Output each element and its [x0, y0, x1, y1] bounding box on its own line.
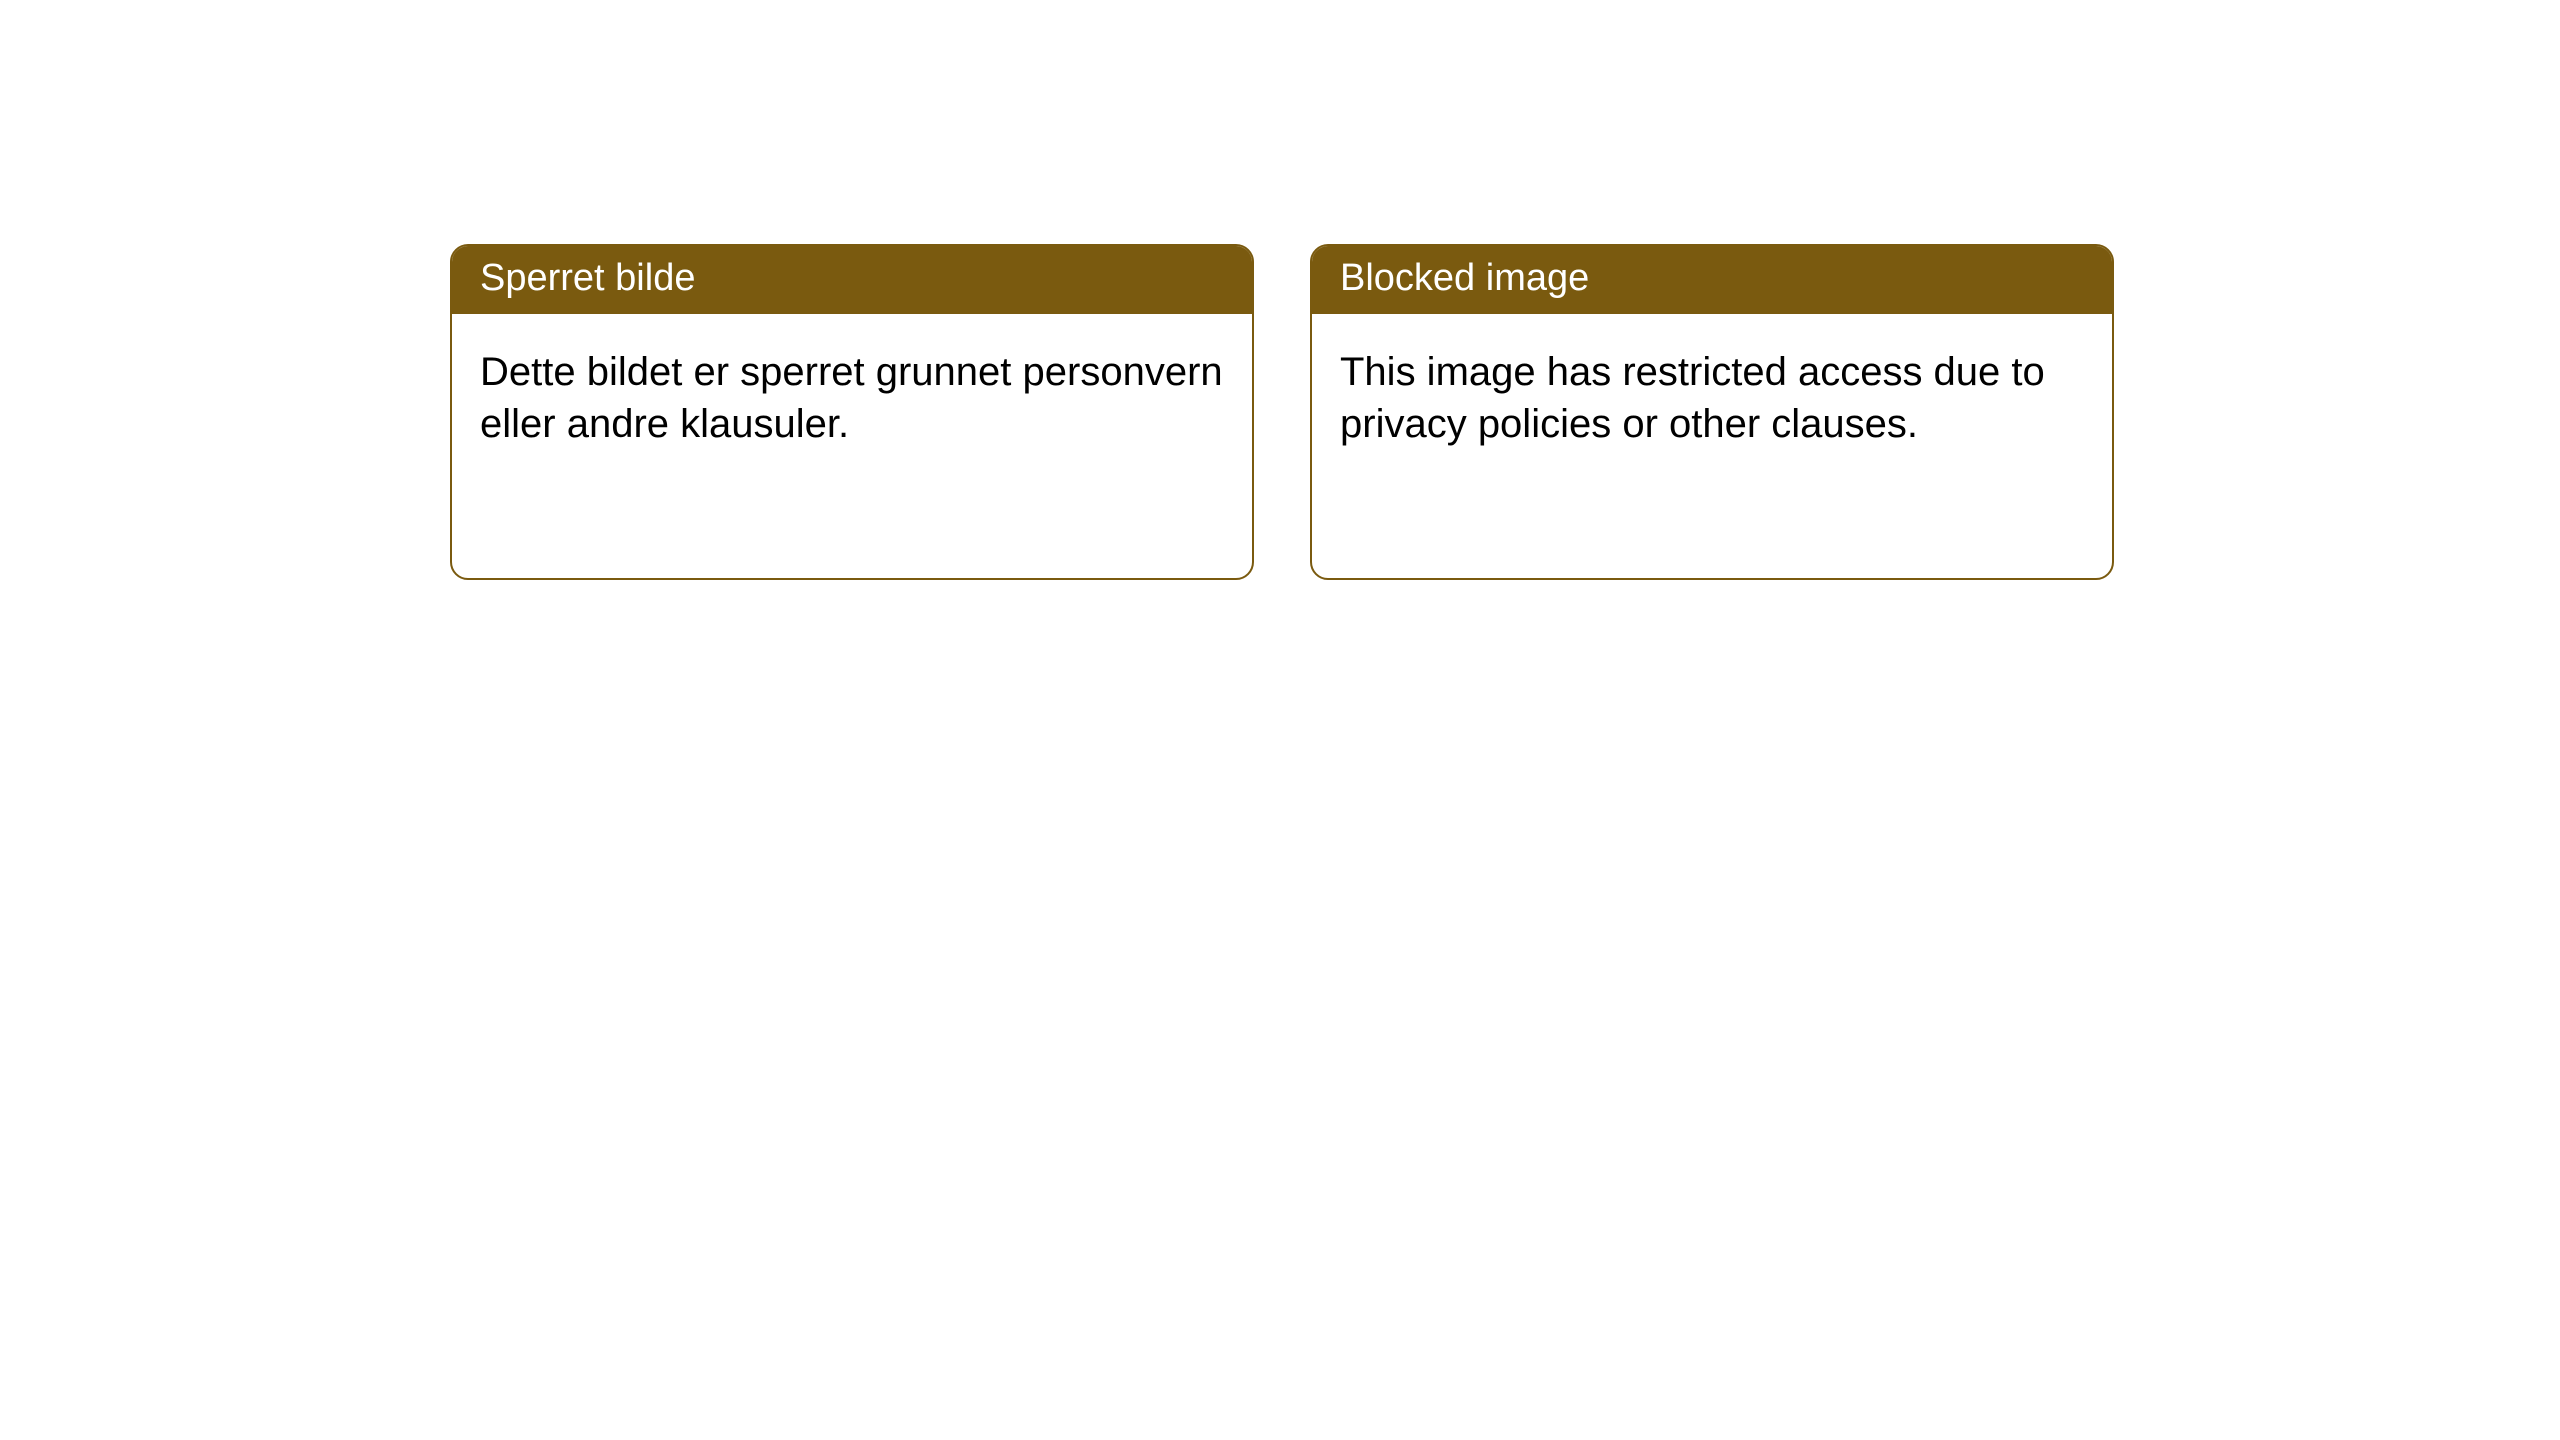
notice-body: This image has restricted access due to …	[1312, 314, 2112, 478]
notice-card-norwegian: Sperret bilde Dette bildet er sperret gr…	[450, 244, 1254, 580]
notice-header: Sperret bilde	[452, 246, 1252, 314]
notice-card-english: Blocked image This image has restricted …	[1310, 244, 2114, 580]
notice-header: Blocked image	[1312, 246, 2112, 314]
notice-body: Dette bildet er sperret grunnet personve…	[452, 314, 1252, 478]
notice-container: Sperret bilde Dette bildet er sperret gr…	[450, 244, 2114, 580]
